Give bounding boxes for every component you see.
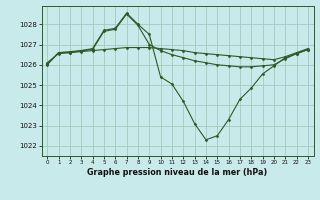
X-axis label: Graphe pression niveau de la mer (hPa): Graphe pression niveau de la mer (hPa) (87, 168, 268, 177)
